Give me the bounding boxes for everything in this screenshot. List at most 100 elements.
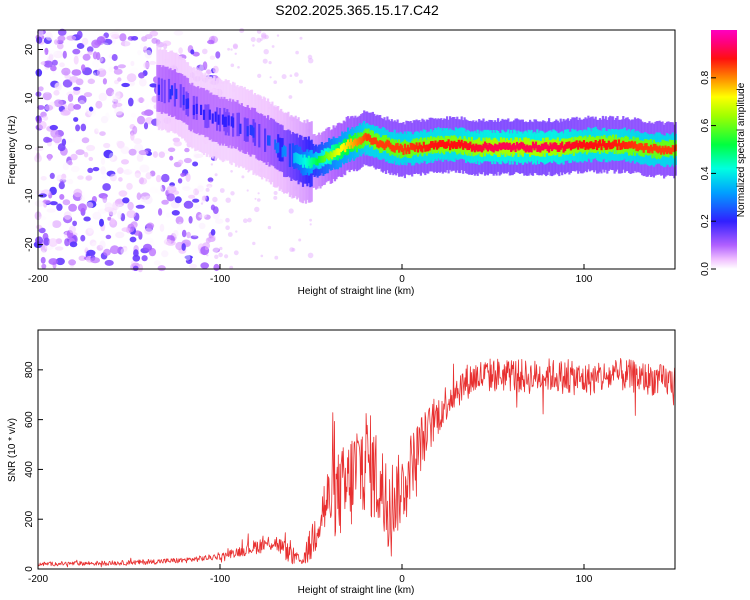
spectrogram-ridge-cell (316, 158, 319, 166)
spectrogram-noise-cell (53, 50, 63, 59)
spectrogram-ridge-cell (163, 79, 166, 104)
spectrogram-noise-cell (181, 243, 186, 251)
spectrogram-noise-cell (98, 208, 105, 214)
spectrogram-noise-cell (136, 192, 142, 200)
spectrogram-noise-cell (183, 157, 192, 164)
spectrogram-ridge-cell (574, 141, 577, 149)
spectrogram-ridge-cell (188, 83, 191, 130)
spectrogram-noise-cell (117, 77, 122, 82)
spectrogram-xlabel: Height of straight line (km) (298, 286, 415, 297)
spectrogram-noise-cell (36, 36, 43, 44)
spectrogram-noise-cell (86, 249, 96, 256)
spectrogram-noise-cell (131, 36, 139, 41)
spectrogram-ridge-cell (660, 147, 663, 155)
spectrogram-ridge-cell (631, 140, 634, 148)
spectrogram-ridge-cell (478, 144, 481, 152)
spectrogram-ridge-cell (224, 116, 227, 127)
spectrogram-noise-cell (102, 195, 108, 204)
spectrogram-ridge-cell (395, 143, 398, 151)
spectrogram-noise-cell (45, 31, 53, 41)
spectrogram-noise-cell (38, 80, 46, 85)
spectrogram-ridge-cell (447, 139, 450, 147)
spectrogram-noise-cell (59, 224, 67, 231)
spectrogram-noise-cell (128, 166, 135, 173)
spectrogram-noise-cell (45, 137, 53, 143)
spectrogram-noise-cell (104, 259, 114, 266)
spectrogram-noise-cell (209, 180, 212, 183)
spectrogram-ridge-cell (673, 145, 676, 153)
spectrogram-ridge-cell (283, 145, 286, 156)
spectrogram-noise-cell (188, 216, 193, 224)
spectrogram-ridge-cell (530, 145, 533, 153)
spectrogram-ridge-cell (246, 126, 249, 137)
spectrogram-ridge-cell (160, 78, 163, 102)
spectrogram-noise-cell (70, 153, 78, 161)
spectrogram-noise-cell (218, 252, 223, 258)
spectrogram-ridge-cell (648, 146, 651, 154)
spectrogram-noise-cell (200, 262, 209, 269)
spectrogram-noise-cell (169, 32, 176, 38)
spectrogram-ridge-cell (428, 143, 431, 151)
spectrogram-noise-cell (206, 47, 215, 53)
spectrogram-ridge-cell (304, 157, 307, 168)
spectrogram-ridge-cell (529, 145, 532, 152)
spectrogram-ridge-cell (647, 146, 650, 153)
spectrogram-noise-cell (177, 178, 183, 184)
spectrogram-noise-cell (207, 39, 215, 45)
spectrogram-ridge-cell (319, 156, 322, 163)
spectrogram-ridge-cell (204, 104, 207, 128)
spectrogram-noise-cell (254, 206, 260, 213)
spectrogram-noise-cell (212, 247, 220, 253)
spectrogram-noise-cell (85, 227, 94, 237)
spectrogram-ytick-label: 0 (24, 144, 35, 150)
spectrogram-ridge-cell (482, 143, 485, 151)
spectrogram-noise-cell (38, 138, 43, 144)
spectrogram-noise-cell (38, 49, 46, 59)
spectrogram-ridge-cell (444, 142, 447, 149)
spectrogram-ridge-cell (227, 115, 230, 126)
spectrogram-ridge-cell (572, 141, 575, 149)
spectrogram-noise-cell (143, 237, 154, 244)
spectrogram-noise-cell (117, 210, 122, 219)
spectrogram-noise-cell (52, 134, 62, 144)
spectrogram-ridge-cell (469, 141, 472, 149)
spectrogram-ridge-cell (580, 141, 583, 149)
spectrogram-noise-cell (214, 173, 218, 177)
spectrogram-noise-cell (227, 47, 231, 51)
spectrogram-noise-cell (143, 61, 151, 69)
spectrogram-noise-cell (105, 112, 110, 121)
spectrogram-noise-cell (57, 42, 64, 50)
spectrogram-noise-cell (51, 59, 58, 66)
spectrogram-ridge-cell (339, 145, 342, 153)
spectrogram-noise-cell (130, 132, 135, 141)
spectrogram-noise-cell (190, 49, 195, 55)
spectrogram-noise-cell (138, 78, 147, 87)
spectrogram-x-ticks: -200 -100 0 100 (28, 264, 593, 285)
spectrogram-noise-cell (214, 254, 219, 259)
spectrogram-noise-cell (127, 201, 134, 211)
spectrogram-ridge-cell (536, 145, 539, 152)
spectrogram-ridge-cell (577, 142, 580, 150)
spectrogram-ridge-cell (326, 152, 329, 160)
spectrogram-ridge-cell (504, 143, 507, 150)
spectrogram-noise-cell (153, 260, 161, 266)
spectrogram-noise-cell (134, 170, 141, 179)
spectrogram-noise-cell (197, 185, 204, 192)
spectrogram-noise-cell (81, 37, 89, 46)
spectrogram-ridge-cell (268, 135, 271, 146)
spectrogram-noise-cell (173, 230, 179, 237)
spectrogram-ridge-cell (644, 143, 647, 151)
spectrogram-noise-cell (137, 263, 143, 273)
spectrogram-ridge-cell (192, 104, 195, 116)
spectrogram-ridge-cell (393, 145, 396, 153)
spectrogram-ridge-cell (511, 143, 514, 151)
spectrogram-ridge-cell (280, 138, 283, 162)
spectrogram-ridge-cell (654, 144, 657, 151)
spectrogram-noise-cell (145, 172, 152, 180)
spectrogram-noise-cell (225, 225, 230, 230)
spectrogram-ridge-cell (601, 139, 604, 146)
spectrogram-noise-cell (34, 200, 45, 207)
spectrogram-ridge-cell (336, 148, 339, 155)
spectrogram-noise-cell (177, 224, 183, 231)
spectrogram-ridge-cell (170, 85, 174, 96)
